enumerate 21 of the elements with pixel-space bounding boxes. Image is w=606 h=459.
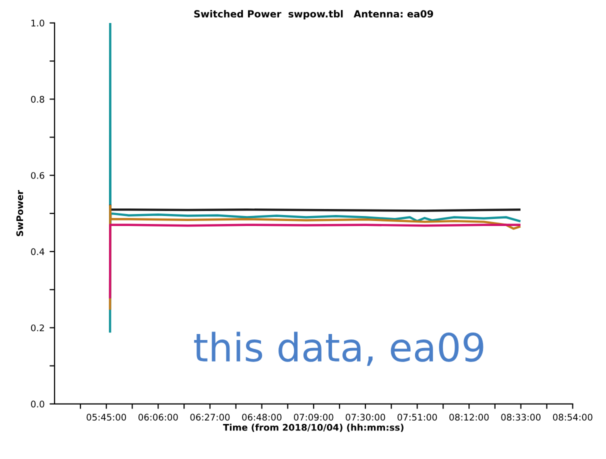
y-tick-label: 0.4 [31, 248, 44, 256]
chart-title: Switched Power swpow.tbl Antenna: ea09 [194, 10, 434, 20]
annotation: this data, ea09 [194, 332, 484, 366]
x-tick-label: 07:51:00 [398, 414, 437, 421]
x-tick-label: 08:12:00 [449, 414, 489, 421]
x-tick-label: 07:09:00 [294, 414, 334, 421]
x-tick-label: 07:30:00 [346, 414, 386, 421]
x-tick-label: 08:33:00 [501, 414, 541, 421]
x-axis-title: Time (from 2018/10/04) (hh:mm:ss) [223, 424, 404, 432]
x-tick-label: 05:45:00 [86, 414, 126, 421]
y-tick-label: 1.0 [31, 20, 44, 27]
x-tick-label: 06:48:00 [242, 414, 282, 421]
x-tick-label: 06:27:00 [190, 414, 230, 421]
y-tick-label: 0.2 [31, 324, 44, 332]
y-tick-label: 0.6 [31, 172, 44, 179]
y-tick-label: 0.0 [31, 400, 44, 408]
y-tick-label: 0.8 [31, 96, 44, 103]
x-tick-label: 08:54:00 [552, 414, 592, 421]
y-axis-title: SwPower [16, 190, 24, 236]
line-series [108, 224, 520, 298]
x-tick-label: 06:06:00 [138, 414, 178, 421]
